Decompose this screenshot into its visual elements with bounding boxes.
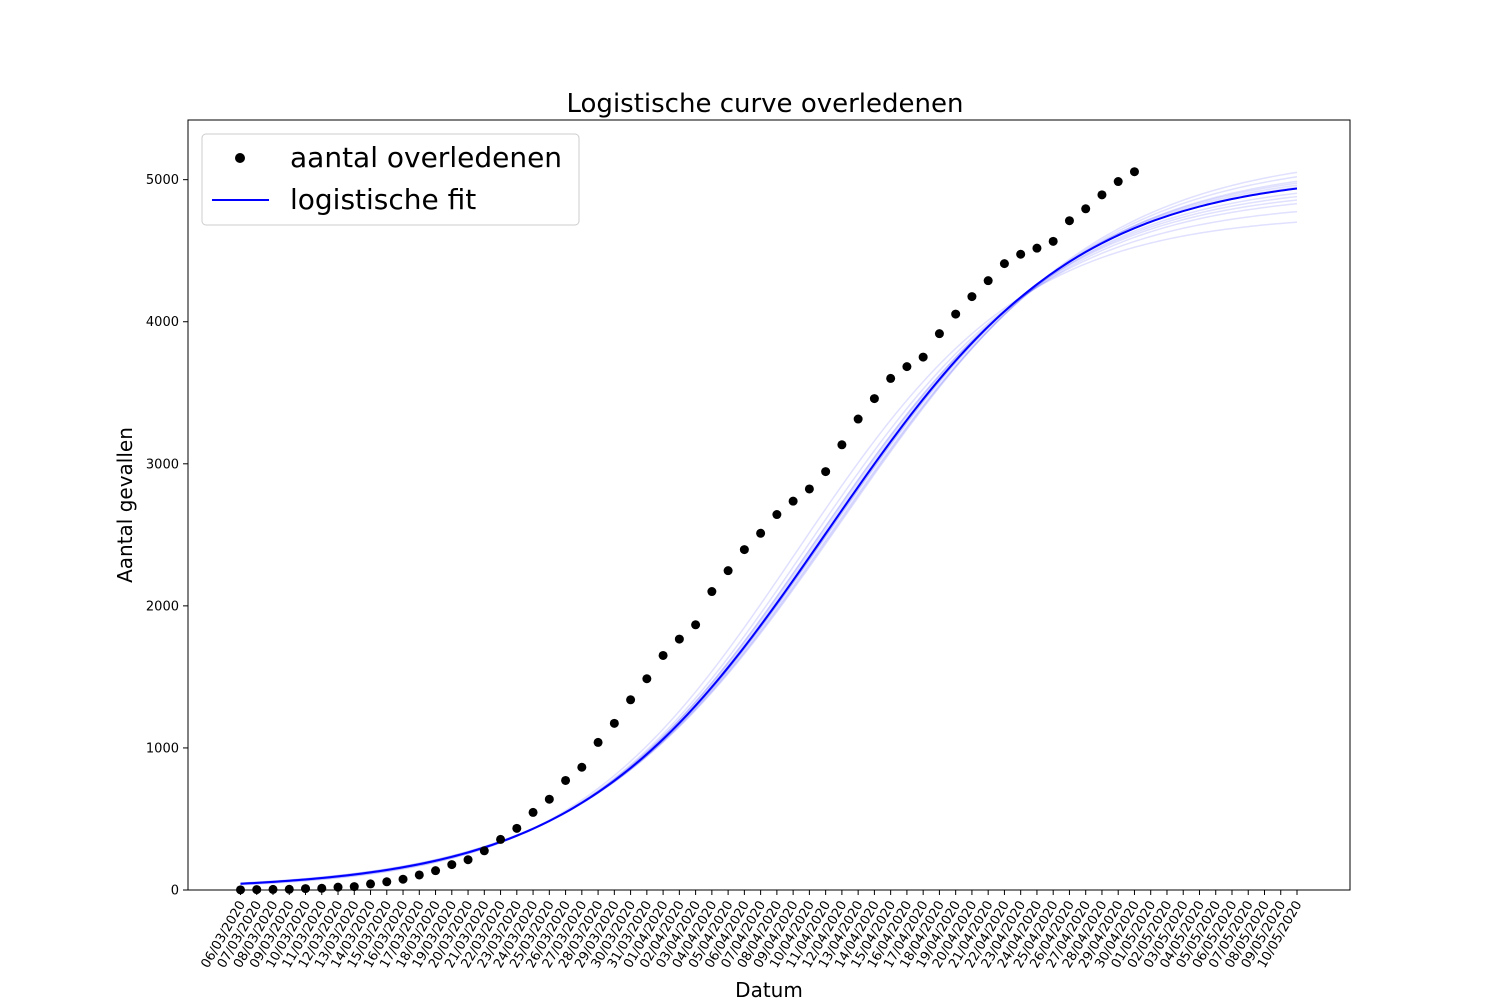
data-point	[918, 352, 928, 362]
data-point	[869, 394, 879, 404]
data-point	[999, 259, 1009, 269]
data-point	[739, 545, 749, 555]
data-point	[983, 276, 993, 286]
data-point	[821, 467, 831, 477]
data-point	[577, 762, 587, 772]
data-point	[788, 496, 798, 506]
data-point	[1032, 243, 1042, 253]
data-point	[317, 883, 327, 893]
data-point	[512, 823, 522, 833]
data-point	[951, 309, 961, 319]
chart-title: Logistische curve overledenen	[567, 89, 964, 119]
y-tick-label: 2000	[146, 599, 179, 614]
y-tick-label: 4000	[146, 315, 179, 330]
y-tick-label: 1000	[146, 741, 179, 756]
data-point	[544, 794, 554, 804]
plot-frame	[187, 119, 1351, 891]
data-point	[674, 634, 684, 644]
data-point	[772, 510, 782, 520]
bootstrap-fit-line	[240, 210, 1298, 886]
data-point	[658, 650, 668, 660]
data-point	[886, 373, 896, 383]
data-point	[366, 879, 376, 889]
y-axis: 0 1000 2000 3000 4000 5000	[146, 173, 188, 899]
legend-marker-points	[235, 153, 245, 163]
data-point	[804, 484, 814, 494]
bootstrap-fit-line	[240, 221, 1298, 886]
data-point	[1129, 167, 1139, 177]
data-point	[496, 834, 506, 844]
data-points	[236, 167, 1139, 895]
data-point	[561, 775, 571, 785]
y-tick-label: 3000	[146, 457, 179, 472]
data-point	[853, 414, 863, 424]
data-point	[1097, 190, 1107, 200]
data-point	[609, 718, 619, 728]
legend-box	[201, 133, 580, 226]
data-point	[934, 329, 944, 339]
data-point	[333, 882, 343, 892]
data-point	[447, 860, 457, 870]
fit-line-layer	[240, 187, 1298, 885]
logistic-fit-line	[240, 187, 1298, 885]
data-point	[1064, 216, 1074, 226]
bootstrap-fit-line	[240, 171, 1298, 884]
data-point	[1113, 177, 1123, 187]
data-point	[902, 362, 912, 372]
data-point	[349, 882, 359, 892]
legend-label-fit: logistische fit	[290, 183, 476, 216]
data-point	[382, 877, 392, 887]
data-point	[837, 440, 847, 450]
data-point	[284, 884, 294, 894]
data-point	[626, 695, 636, 705]
data-point	[479, 846, 489, 856]
data-point	[398, 874, 408, 884]
y-tick-label: 0	[171, 884, 179, 899]
data-point	[1081, 204, 1091, 214]
data-point	[707, 587, 717, 597]
data-point	[723, 566, 733, 576]
data-point	[414, 870, 424, 880]
data-point	[463, 855, 473, 865]
y-tick-label: 5000	[146, 173, 179, 188]
data-point	[1016, 249, 1026, 259]
data-point	[642, 674, 652, 684]
y-axis-title: Aantal gevallen	[113, 427, 137, 583]
data-point	[593, 737, 603, 747]
data-point	[756, 528, 766, 538]
legend-label-points: aantal overledenen	[290, 141, 562, 174]
data-point	[967, 292, 977, 302]
x-axis-title: Datum	[735, 978, 803, 1000]
x-axis: 06/03/202007/03/202008/03/202009/03/2020…	[199, 890, 1305, 971]
data-point	[268, 884, 278, 894]
data-point	[431, 866, 441, 876]
data-point	[301, 884, 311, 894]
data-point	[528, 807, 538, 817]
data-point	[691, 620, 701, 630]
data-point	[1048, 236, 1058, 246]
legend: aantal overledenen logistische fit	[201, 133, 580, 226]
